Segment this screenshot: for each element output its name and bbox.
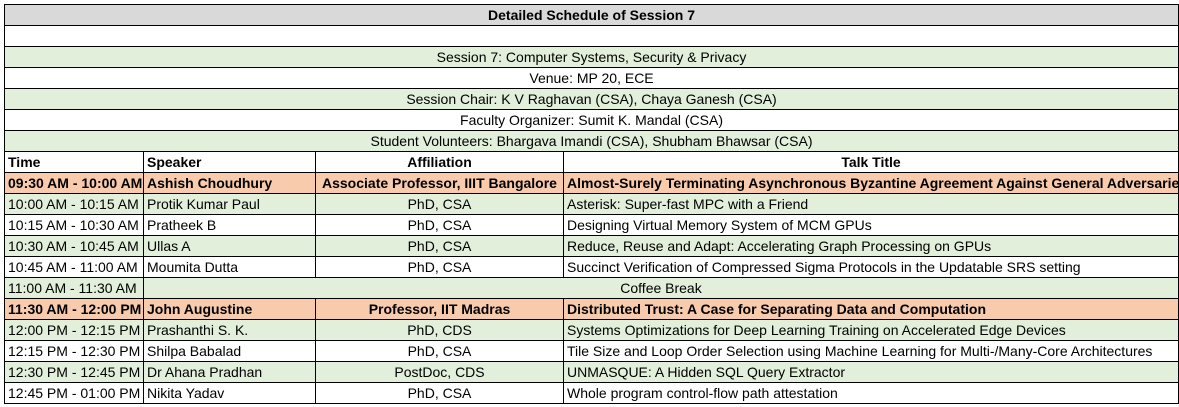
- table-row: 10:30 AM - 10:45 AM Ullas A PhD, CSA Red…: [4, 235, 1179, 257]
- column-header-row: Time Speaker Affiliation Talk Title: [4, 151, 1179, 173]
- affiliation-cell: PhD, CSA: [315, 382, 564, 404]
- venue-row: Venue: MP 20, ECE: [3, 67, 1179, 89]
- affiliation-cell: PhD, CDS: [315, 319, 564, 341]
- time-cell: 10:30 AM - 10:45 AM: [4, 235, 144, 257]
- speaker-cell: Pratheek B: [143, 214, 316, 236]
- table-row: 12:45 PM - 01:00 PM Nikita Yadav PhD, CS…: [4, 382, 1179, 404]
- time-cell: 12:30 PM - 12:45 PM: [4, 361, 144, 383]
- time-cell: 09:30 AM - 10:00 AM: [4, 172, 144, 194]
- volunteers-row: Student Volunteers: Bhargava Imandi (CSA…: [3, 130, 1179, 152]
- affiliation-cell: PhD, CSA: [315, 235, 564, 257]
- talk-title-cell: Reduce, Reuse and Adapt: Accelerating Gr…: [562, 235, 1179, 257]
- speaker-cell: Prashanthi S. K.: [143, 319, 316, 341]
- talk-title-cell: Asterisk: Super-fast MPC with a Friend: [562, 193, 1179, 215]
- title-row: Detailed Schedule of Session 7: [3, 4, 1179, 26]
- affiliation-cell: PhD, CSA: [315, 193, 564, 215]
- affiliation-cell: PhD, CSA: [315, 256, 564, 278]
- affiliation-cell: Professor, IIT Madras: [315, 298, 564, 320]
- speaker-cell: Ullas A: [143, 235, 316, 257]
- talk-title-cell: Designing Virtual Memory System of MCM G…: [562, 214, 1179, 236]
- table-row: 12:15 PM - 12:30 PM Shilpa Babalad PhD, …: [4, 340, 1179, 362]
- speaker-cell: John Augustine: [143, 298, 316, 320]
- table-row: 09:30 AM - 10:00 AM Ashish Choudhury Ass…: [4, 172, 1179, 194]
- time-cell: 11:30 AM - 12:00 PM: [4, 298, 144, 320]
- table-row: 11:30 AM - 12:00 PM John Augustine Profe…: [4, 298, 1179, 320]
- affiliation-cell: PhD, CSA: [315, 340, 564, 362]
- col-header-time: Time: [4, 151, 144, 173]
- talk-title-cell: Almost-Surely Terminating Asynchronous B…: [562, 172, 1179, 194]
- time-cell: 10:45 AM - 11:00 AM: [4, 256, 144, 278]
- session-name: Session 7: Computer Systems, Security & …: [3, 46, 1179, 68]
- session-chair: Session Chair: K V Raghavan (CSA), Chaya…: [3, 88, 1179, 110]
- speaker-cell: Ashish Choudhury: [143, 172, 316, 194]
- table-row: 10:00 AM - 10:15 AM Protik Kumar Paul Ph…: [4, 193, 1179, 215]
- talk-title-cell: Systems Optimizations for Deep Learning …: [562, 319, 1179, 341]
- talk-title-cell: Tile Size and Loop Order Selection using…: [562, 340, 1179, 362]
- talk-title-cell: Whole program control-flow path attestat…: [562, 382, 1179, 404]
- talk-title-cell: UNMASQUE: A Hidden SQL Query Extractor: [562, 361, 1179, 383]
- talk-title-cell: Succinct Verification of Compressed Sigm…: [562, 256, 1179, 278]
- schedule-table: Detailed Schedule of Session 7 Session 7…: [3, 4, 1179, 404]
- schedule-title: Detailed Schedule of Session 7: [3, 4, 1179, 26]
- blank-cell: [3, 25, 1179, 47]
- organizer-row: Faculty Organizer: Sumit K. Mandal (CSA): [3, 109, 1179, 131]
- table-row: 10:45 AM - 11:00 AM Moumita Dutta PhD, C…: [4, 256, 1179, 278]
- session-row: Session 7: Computer Systems, Security & …: [3, 46, 1179, 68]
- col-header-speaker: Speaker: [143, 151, 316, 173]
- time-cell: 12:45 PM - 01:00 PM: [4, 382, 144, 404]
- faculty-organizer: Faculty Organizer: Sumit K. Mandal (CSA): [3, 109, 1179, 131]
- speaker-cell: Protik Kumar Paul: [143, 193, 316, 215]
- table-row: 10:15 AM - 10:30 AM Pratheek B PhD, CSA …: [4, 214, 1179, 236]
- talk-title-cell: Distributed Trust: A Case for Separating…: [562, 298, 1179, 320]
- affiliation-cell: Associate Professor, IIIT Bangalore: [315, 172, 564, 194]
- speaker-cell: Shilpa Babalad: [143, 340, 316, 362]
- blank-row: [3, 25, 1179, 47]
- break-row: 11:00 AM - 11:30 AM Coffee Break: [4, 277, 1179, 299]
- time-cell: 11:00 AM - 11:30 AM: [4, 277, 144, 299]
- speaker-cell: Nikita Yadav: [143, 382, 316, 404]
- table-row: 12:00 PM - 12:15 PM Prashanthi S. K. PhD…: [4, 319, 1179, 341]
- time-cell: 12:15 PM - 12:30 PM: [4, 340, 144, 362]
- student-volunteers: Student Volunteers: Bhargava Imandi (CSA…: [3, 130, 1179, 152]
- affiliation-cell: PostDoc, CDS: [315, 361, 564, 383]
- chair-row: Session Chair: K V Raghavan (CSA), Chaya…: [3, 88, 1179, 110]
- col-header-affiliation: Affiliation: [315, 151, 564, 173]
- table-row: 12:30 PM - 12:45 PM Dr Ahana Pradhan Pos…: [4, 361, 1179, 383]
- venue: Venue: MP 20, ECE: [3, 67, 1179, 89]
- time-cell: 10:15 AM - 10:30 AM: [4, 214, 144, 236]
- speaker-cell: Dr Ahana Pradhan: [143, 361, 316, 383]
- coffee-break-label: Coffee Break: [142, 277, 1179, 299]
- affiliation-cell: PhD, CSA: [315, 214, 564, 236]
- col-header-talk-title: Talk Title: [562, 151, 1179, 173]
- speaker-cell: Moumita Dutta: [143, 256, 316, 278]
- time-cell: 10:00 AM - 10:15 AM: [4, 193, 144, 215]
- time-cell: 12:00 PM - 12:15 PM: [4, 319, 144, 341]
